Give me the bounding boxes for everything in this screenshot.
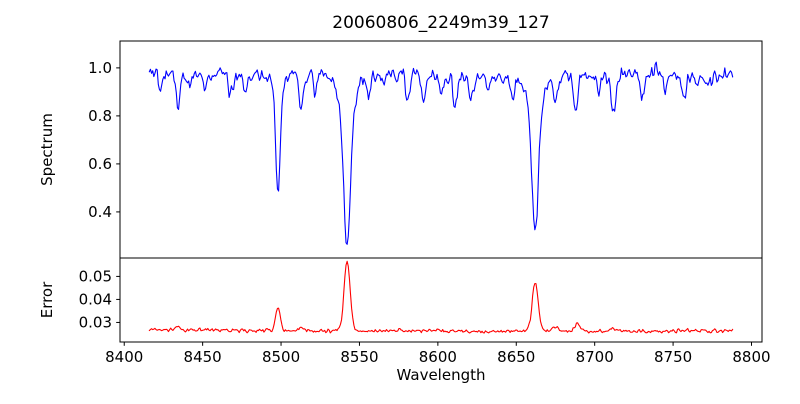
y-tick-label: 0.04 [79,290,112,308]
x-tick-label: 8600 [419,348,457,366]
x-tick-label: 8800 [732,348,770,366]
y-tick-label: 0.03 [79,313,112,331]
x-tick-label: 8450 [184,348,222,366]
y-tick-label: 1.0 [88,59,112,77]
x-tick-label: 8700 [576,348,614,366]
x-tick-label: 8750 [654,348,692,366]
ticks-layer: 8400 8450 8500 8550 8600 8650 8700 8750 8800 0.4 0… [79,59,771,366]
chart-title: 20060806_2249m39_127 [332,13,549,33]
error-line [148,260,734,334]
x-tick-label: 8500 [262,348,300,366]
y-tick-label: 0.05 [79,267,112,285]
x-tick-label: 8650 [497,348,535,366]
y-tick-label: 0.8 [88,107,112,125]
y-tick-label: 0.6 [88,155,112,173]
y-axis-label-spectrum: Spectrum [38,113,56,186]
spectrum-line [148,61,734,245]
x-axis-label: Wavelength [397,366,486,384]
x-tick-label: 8400 [105,348,143,366]
error-panel-border [119,257,763,343]
y-axis-label-error: Error [38,281,56,318]
x-tick-label: 8550 [340,348,378,366]
y-tick-label: 0.4 [88,203,112,221]
